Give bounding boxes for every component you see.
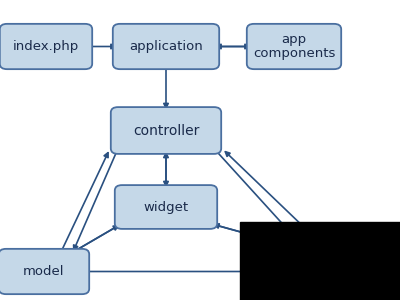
FancyBboxPatch shape xyxy=(115,185,217,229)
Text: view: view xyxy=(333,265,363,278)
Text: model: model xyxy=(23,265,65,278)
Text: application: application xyxy=(129,40,203,53)
Text: controller: controller xyxy=(133,124,199,137)
FancyBboxPatch shape xyxy=(0,24,92,69)
FancyBboxPatch shape xyxy=(247,24,341,69)
FancyBboxPatch shape xyxy=(303,249,393,294)
Text: widget: widget xyxy=(144,200,188,214)
FancyBboxPatch shape xyxy=(113,24,219,69)
Text: index.php: index.php xyxy=(13,40,79,53)
Bar xyxy=(240,222,400,300)
Text: app
components: app components xyxy=(253,32,335,61)
FancyBboxPatch shape xyxy=(111,107,221,154)
FancyBboxPatch shape xyxy=(0,249,89,294)
